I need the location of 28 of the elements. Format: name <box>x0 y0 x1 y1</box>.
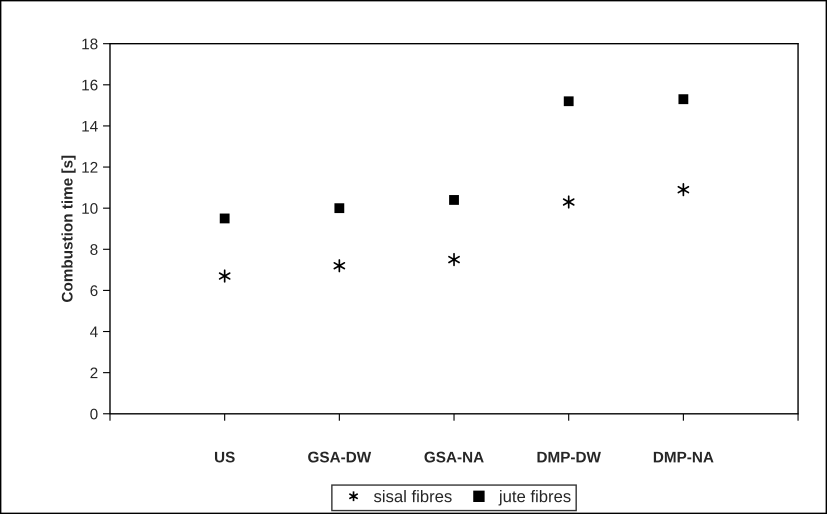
y-tick-label: 4 <box>90 326 98 338</box>
x-tick-label: DMP-NA <box>654 452 714 462</box>
point <box>678 94 688 104</box>
y-tick-label: 2 <box>90 368 98 378</box>
y-tick-label: 16 <box>82 80 98 90</box>
y-axis-title: Combustion time [s] <box>61 156 76 302</box>
y-tick-label: 10 <box>82 203 98 214</box>
point <box>564 96 574 106</box>
y-tick-label: 18 <box>82 38 98 50</box>
point <box>218 269 231 283</box>
point <box>678 183 690 196</box>
legend-label: jute fibres <box>498 490 571 506</box>
point <box>448 252 460 266</box>
x-tick-label: GSA-DW <box>308 452 372 462</box>
y-tick-label: 8 <box>90 244 98 255</box>
legend-label: sisal fibres <box>374 490 452 502</box>
point <box>333 259 346 272</box>
x-tick-label: DMP-DW <box>537 452 601 462</box>
x-tick-label: GSA-NA <box>424 452 484 462</box>
point <box>220 214 230 224</box>
point <box>334 203 344 214</box>
point <box>449 195 459 205</box>
point <box>562 195 575 209</box>
y-tick-label: 0 <box>90 408 98 420</box>
y-tick-label: 12 <box>82 162 98 173</box>
x-tick-label: US <box>214 452 235 462</box>
y-tick-label: 6 <box>90 285 98 296</box>
y-tick-label: 14 <box>82 120 98 132</box>
